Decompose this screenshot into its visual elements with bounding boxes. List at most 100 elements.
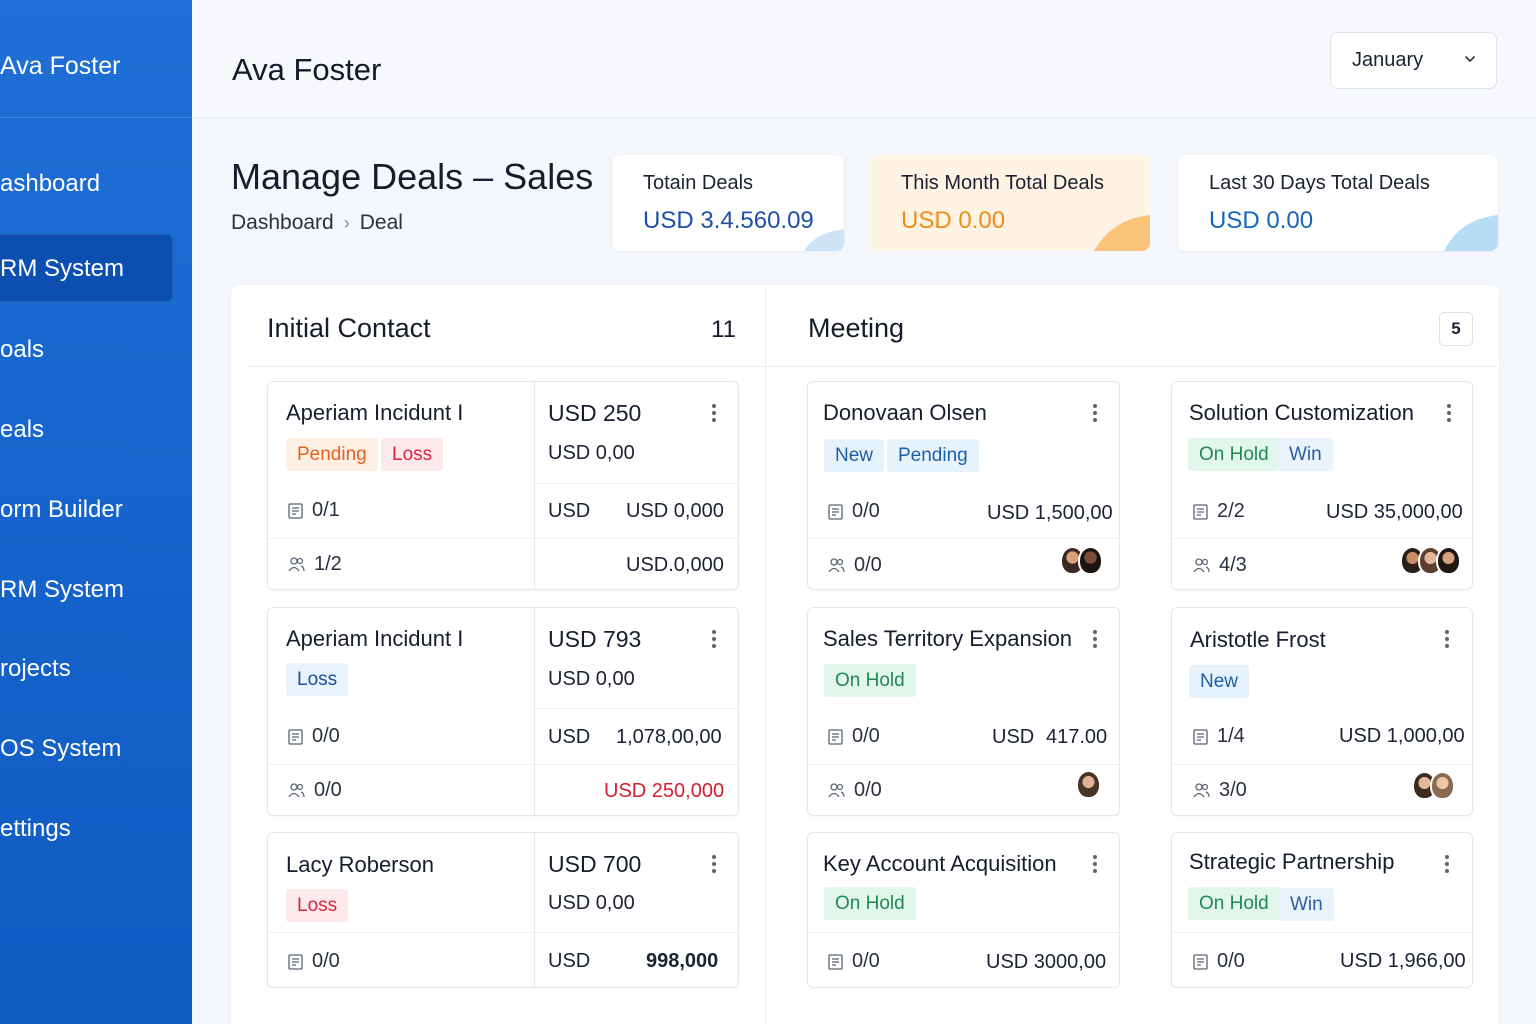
stat-value: USD 0.00 bbox=[901, 207, 1006, 234]
card-divider bbox=[1172, 932, 1472, 933]
stat-card-last-30-days: Last 30 Days Total Deals USD 0.00 bbox=[1178, 155, 1498, 251]
deal-amount: USD 250 bbox=[548, 400, 642, 426]
people-icon bbox=[288, 557, 305, 572]
column-title-initial-contact: Initial Contact bbox=[267, 313, 431, 343]
kebab-menu-icon[interactable] bbox=[712, 404, 716, 425]
deal-currency: USD bbox=[548, 500, 591, 522]
decorative-wave-icon bbox=[1444, 215, 1498, 251]
stat-label: This Month Total Deals bbox=[901, 172, 1105, 194]
document-icon bbox=[828, 728, 843, 745]
sidebar-header: Ava Foster bbox=[0, 0, 192, 118]
sidebar-item-form-builder[interactable]: orm Builder bbox=[0, 496, 192, 524]
kebab-menu-icon[interactable] bbox=[1445, 630, 1449, 651]
deal-card[interactable] bbox=[267, 607, 739, 816]
sidebar-item-hrm-system[interactable]: RM System bbox=[0, 576, 192, 604]
deal-title: Aperiam Incidunt I bbox=[286, 626, 464, 651]
kebab-menu-icon[interactable] bbox=[1093, 630, 1097, 651]
tasks-value: 0/0 bbox=[852, 725, 880, 747]
deal-card[interactable] bbox=[267, 381, 739, 590]
sidebar-item-label: rojects bbox=[0, 655, 71, 682]
stat-value: USD 0.00 bbox=[1209, 207, 1314, 234]
status-badge: On Hold bbox=[1188, 438, 1280, 471]
sidebar-item-label: eals bbox=[0, 416, 45, 443]
sidebar-item-deals[interactable]: eals bbox=[0, 416, 192, 444]
column-title-meeting: Meeting bbox=[808, 313, 905, 343]
kebab-menu-icon[interactable] bbox=[712, 630, 716, 651]
members-value: 4/3 bbox=[1219, 554, 1247, 576]
deal-title: Donovaan Olsen bbox=[823, 400, 987, 425]
sidebar-item-projects[interactable]: rojects bbox=[0, 655, 192, 683]
user-name: Ava Foster bbox=[232, 52, 382, 87]
card-divider bbox=[1172, 764, 1472, 765]
sidebar-item-label: orm Builder bbox=[0, 496, 123, 523]
deal-value: 417.00 bbox=[1046, 726, 1108, 748]
chevron-down-icon bbox=[1465, 56, 1475, 62]
sidebar-item-goals[interactable]: oals bbox=[0, 336, 192, 364]
tasks-count: 0/1 bbox=[288, 499, 340, 522]
members-count: 0/0 bbox=[828, 779, 882, 802]
tasks-value: 0/0 bbox=[312, 950, 340, 972]
tasks-value: 0/0 bbox=[852, 500, 880, 522]
sidebar-item-label: RM System bbox=[0, 576, 125, 603]
tasks-count: 0/0 bbox=[288, 950, 340, 973]
sidebar-title: Ava Foster bbox=[0, 52, 121, 80]
kebab-menu-icon[interactable] bbox=[1093, 404, 1097, 425]
card-divider bbox=[535, 708, 738, 709]
tasks-count: 0/0 bbox=[828, 500, 880, 523]
kebab-menu-icon[interactable] bbox=[1445, 855, 1449, 876]
status-badge: Pending bbox=[887, 439, 979, 472]
deal-title: Sales Territory Expansion bbox=[823, 626, 1073, 651]
deal-total: USD 250,000 bbox=[604, 780, 725, 802]
month-select[interactable]: January bbox=[1330, 32, 1497, 89]
people-icon bbox=[828, 558, 845, 573]
breadcrumb-dashboard[interactable]: Dashboard bbox=[231, 211, 334, 234]
column-header-divider bbox=[766, 366, 1497, 367]
column-divider bbox=[765, 289, 766, 1024]
top-header: Ava Foster January bbox=[192, 0, 1536, 118]
column-count-initial-contact: 11 bbox=[711, 316, 736, 343]
deal-title: Aristotle Frost bbox=[1190, 627, 1326, 652]
sidebar-item-label: ettings bbox=[0, 815, 71, 842]
sidebar-item-pos-system[interactable]: OS System bbox=[0, 735, 192, 763]
card-divider bbox=[268, 764, 738, 765]
card-divider bbox=[535, 483, 738, 484]
deal-amount: USD 793 bbox=[548, 626, 642, 652]
document-icon bbox=[1193, 728, 1208, 745]
tasks-value: 1/4 bbox=[1217, 725, 1245, 747]
avatar-group bbox=[1060, 546, 1103, 575]
deal-value: USD 1,500,00 bbox=[987, 502, 1113, 524]
document-icon bbox=[828, 953, 843, 970]
sidebar-item-label: RM System bbox=[0, 255, 125, 282]
tasks-count: 1/4 bbox=[1193, 725, 1245, 748]
kebab-menu-icon[interactable] bbox=[1093, 855, 1097, 876]
avatar-group bbox=[1400, 546, 1461, 575]
deal-title: Lacy Roberson bbox=[286, 852, 434, 877]
sidebar-item-settings[interactable]: ettings bbox=[0, 815, 192, 843]
tasks-count: 0/0 bbox=[1193, 950, 1245, 973]
members-count: 1/2 bbox=[288, 553, 342, 576]
sidebar: Ava Foster ashboard RM System oals eals … bbox=[0, 0, 192, 1024]
stat-card-total-deals: Totain Deals USD 3.4.560.09 bbox=[612, 155, 844, 251]
sidebar-item-dashboard[interactable]: ashboard bbox=[0, 170, 192, 198]
members-value: 0/0 bbox=[314, 779, 342, 801]
kebab-menu-icon[interactable] bbox=[712, 855, 716, 876]
members-value: 1/2 bbox=[314, 553, 342, 575]
deal-currency: USD bbox=[548, 726, 591, 748]
card-divider bbox=[534, 382, 535, 589]
deal-value: 998,000 bbox=[646, 950, 719, 972]
document-icon bbox=[828, 503, 843, 520]
deal-card[interactable] bbox=[807, 607, 1120, 816]
members-count: 3/0 bbox=[1193, 779, 1247, 802]
sidebar-item-crm-system[interactable]: RM System bbox=[0, 255, 192, 283]
deal-title: Aperiam Incidunt I bbox=[286, 400, 464, 425]
deal-title: Key Account Acquisition bbox=[823, 851, 1057, 876]
kebab-menu-icon[interactable] bbox=[1447, 404, 1451, 425]
members-count: 4/3 bbox=[1193, 554, 1247, 577]
people-icon bbox=[828, 783, 845, 798]
breadcrumb: Dashboard › Deal bbox=[231, 211, 403, 235]
tasks-value: 2/2 bbox=[1217, 500, 1245, 522]
card-divider bbox=[534, 833, 535, 987]
column-count-meeting: 5 bbox=[1439, 312, 1473, 346]
deal-total: USD.0,000 bbox=[626, 554, 724, 576]
breadcrumb-deal: Deal bbox=[359, 211, 403, 234]
